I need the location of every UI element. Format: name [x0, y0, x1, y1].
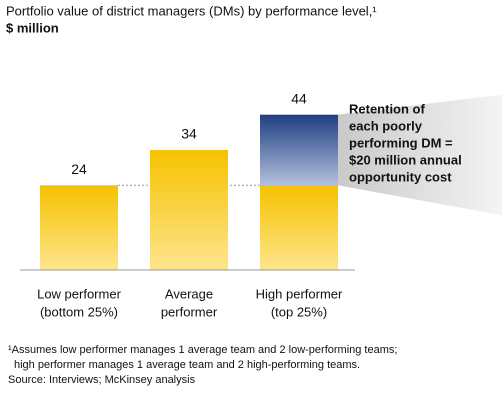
source: Source: Interviews; McKinsey analysis: [8, 374, 196, 386]
value-label: 24: [71, 161, 87, 177]
annotation: each poorly: [349, 118, 423, 133]
chart-subtitle: $ million: [6, 20, 59, 35]
value-label: 44: [291, 90, 307, 106]
callout-wedge: [338, 94, 502, 216]
x-tick-label: performer: [161, 304, 218, 319]
chart-title: Portfolio value of district managers (DM…: [6, 3, 377, 18]
bar: [40, 185, 118, 270]
annotation: opportunity cost: [349, 169, 452, 184]
footnote: high performer manages 1 average team an…: [14, 359, 360, 371]
bar: [150, 149, 228, 270]
value-label: 34: [181, 126, 197, 142]
x-tick-label: Average: [165, 286, 213, 301]
x-tick-label: Low performer: [37, 286, 121, 301]
annotation: $20 million annual: [349, 152, 462, 167]
annotation: performing DM =: [349, 135, 453, 150]
x-tick-label: (bottom 25%): [40, 304, 118, 319]
footnote: ¹Assumes low performer manages 1 average…: [8, 344, 397, 356]
annotation: Retention of: [349, 101, 425, 116]
x-tick-label: (top 25%): [271, 304, 327, 319]
bar: [260, 114, 338, 271]
x-tick-label: High performer: [256, 286, 343, 301]
